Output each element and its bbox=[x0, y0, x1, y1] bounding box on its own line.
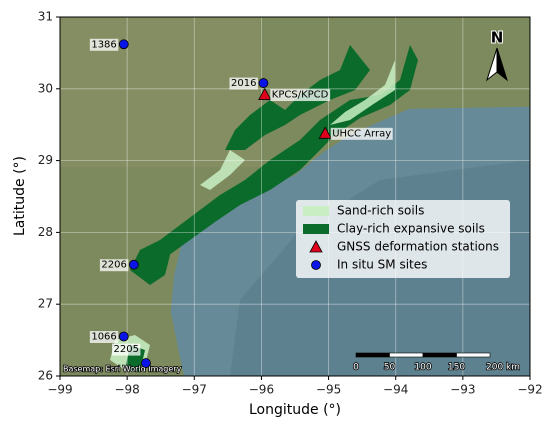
circle-marker bbox=[118, 331, 129, 342]
plot-frame bbox=[59, 16, 531, 377]
point-label-bg bbox=[89, 38, 119, 51]
x-tick-label: −92 bbox=[517, 383, 542, 397]
clay-soil-area bbox=[150, 45, 418, 258]
y-tick-label: 30 bbox=[38, 81, 53, 95]
point-label: 2206 bbox=[101, 260, 126, 271]
circle-marker bbox=[128, 259, 139, 270]
legend-label: In situ SM sites bbox=[337, 258, 427, 272]
north-arrow-right bbox=[496, 47, 508, 82]
x-tick-label: −95 bbox=[316, 383, 341, 397]
scale-label: 0 bbox=[353, 363, 359, 373]
scale-label: 150 bbox=[448, 363, 465, 373]
scale-label: 100 bbox=[414, 363, 431, 373]
point-label: 2016 bbox=[231, 78, 256, 89]
triangle-marker bbox=[309, 240, 323, 253]
circle-marker bbox=[258, 78, 269, 88]
scale-segment bbox=[355, 352, 390, 358]
triangle-marker bbox=[258, 87, 272, 100]
circle-marker bbox=[141, 358, 151, 368]
y-tick-label: 31 bbox=[38, 10, 53, 24]
sand-soil-area bbox=[330, 60, 395, 125]
x-tick-label: −98 bbox=[114, 383, 139, 397]
clay-soil-area bbox=[130, 240, 170, 285]
point-label-bg bbox=[99, 259, 129, 272]
sea-shallow bbox=[170, 106, 530, 376]
circle-marker bbox=[118, 39, 129, 50]
scale-bar: 0 50 100 150 200 km bbox=[352, 352, 521, 373]
north-arrow: N bbox=[486, 28, 508, 82]
legend-box bbox=[296, 200, 510, 278]
x-axis-label: Longitude (°) bbox=[249, 402, 341, 418]
legend: Sand-rich soils Clay-rich expansive soils… bbox=[296, 200, 510, 278]
point-label-bg bbox=[270, 89, 331, 102]
triangle-marker bbox=[318, 126, 332, 139]
point-label: KPCS/KPCD bbox=[272, 90, 329, 101]
x-tick-label: −99 bbox=[47, 383, 72, 397]
x-tick-label: −94 bbox=[383, 383, 408, 397]
x-tick-label: −96 bbox=[249, 383, 274, 397]
basemap bbox=[60, 17, 530, 376]
grid bbox=[60, 17, 530, 376]
basemap-credit: Basemap: Esri World Imagery bbox=[63, 365, 182, 374]
x-tick-label: −93 bbox=[450, 383, 475, 397]
point-label-bg bbox=[229, 77, 258, 90]
y-axis-label: Latitude (°) bbox=[12, 156, 28, 236]
y-tick-label: 29 bbox=[38, 153, 53, 167]
point-label-bg bbox=[111, 343, 141, 356]
x-tick-label: −97 bbox=[182, 383, 207, 397]
legend-patch bbox=[303, 206, 329, 216]
legend-label: Sand-rich soils bbox=[337, 204, 424, 218]
point-label: 1386 bbox=[91, 39, 116, 50]
scale-label: 200 km bbox=[486, 363, 520, 373]
y-tick-label: 28 bbox=[38, 225, 53, 239]
scale-segment bbox=[456, 352, 491, 358]
north-label: N bbox=[491, 29, 504, 47]
y-tick-label: 27 bbox=[38, 297, 53, 311]
legend-patch bbox=[303, 224, 329, 234]
point-label: UHCC Array bbox=[332, 128, 391, 139]
scale-segment bbox=[389, 352, 424, 358]
y-tick-label: 26 bbox=[38, 369, 53, 383]
scale-label: 50 bbox=[384, 363, 396, 373]
sand-soil-area bbox=[200, 150, 245, 190]
scale-segment bbox=[422, 352, 457, 358]
point-label-bg bbox=[330, 127, 393, 140]
point-label: 2205 bbox=[113, 344, 138, 355]
legend-label: Clay-rich expansive soils bbox=[337, 222, 485, 236]
point-label-bg bbox=[89, 331, 119, 344]
legend-label: GNSS deformation stations bbox=[337, 240, 499, 254]
circle-marker bbox=[311, 260, 321, 270]
point-label: 1066 bbox=[91, 332, 116, 343]
